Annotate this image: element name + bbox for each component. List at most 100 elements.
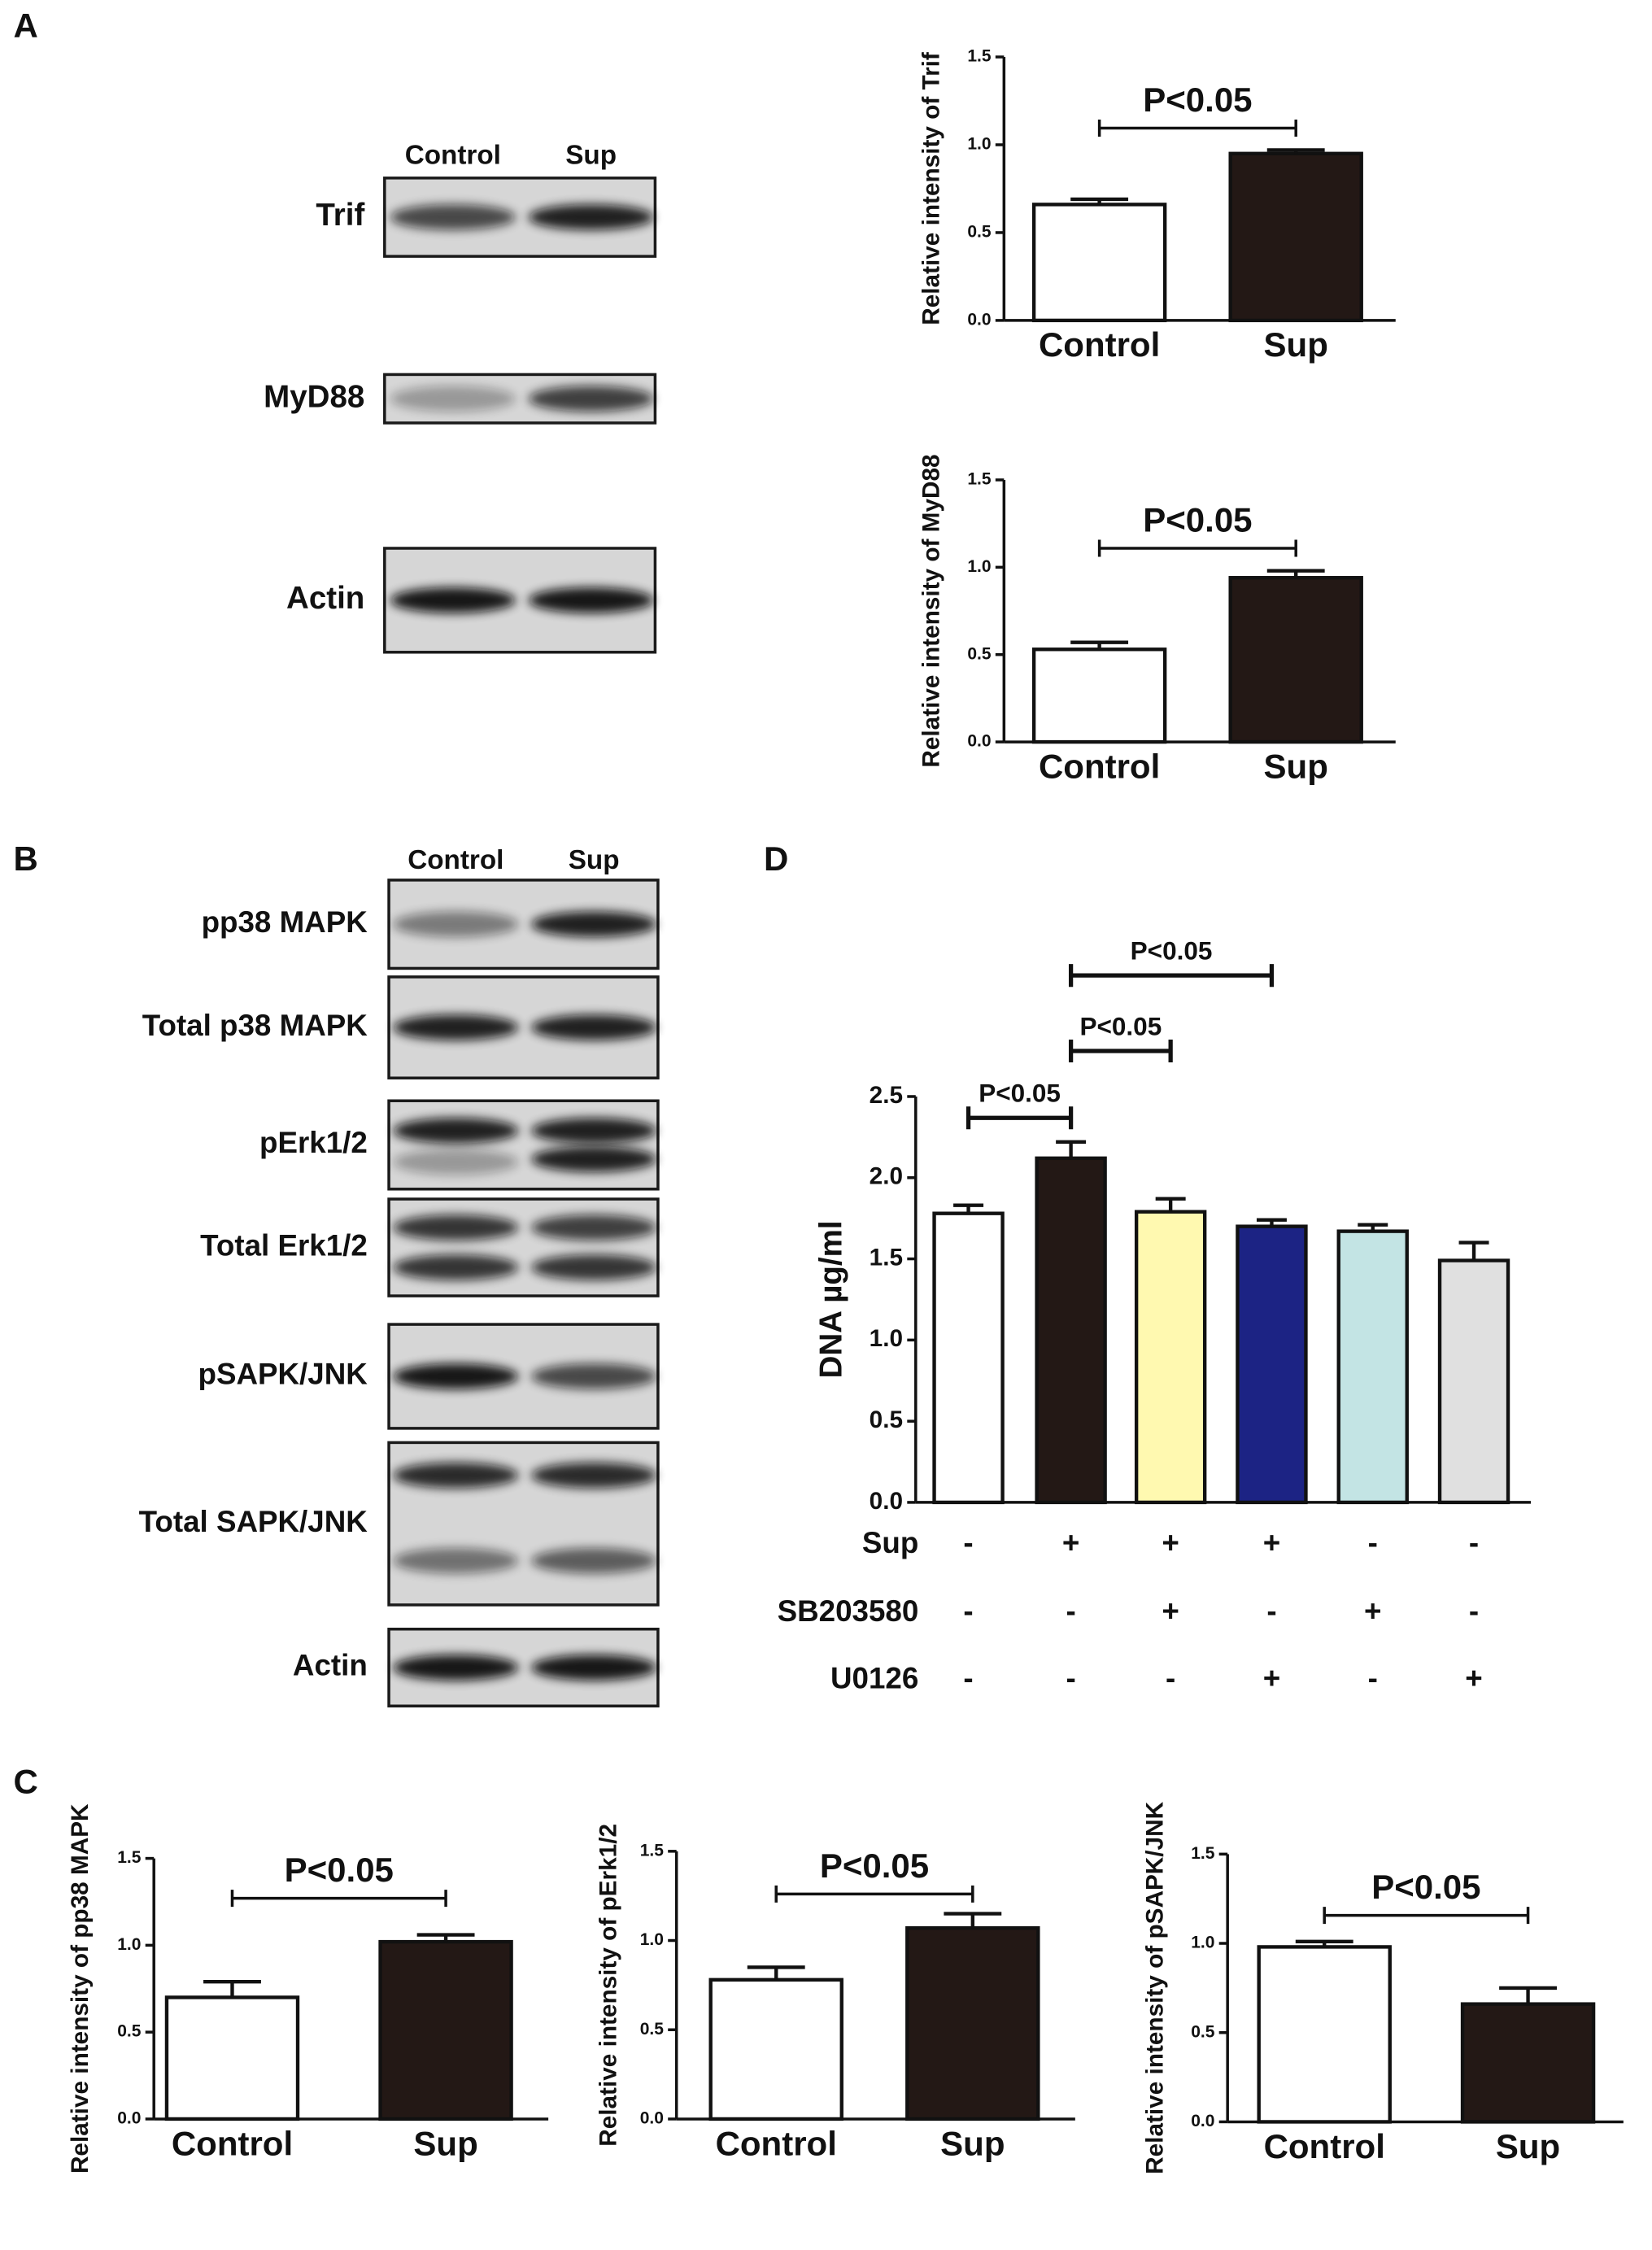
- blot-band: [531, 911, 657, 937]
- blot-band: [393, 1462, 519, 1489]
- bar: [1437, 1258, 1510, 1505]
- x-tick-label: Control: [716, 2124, 837, 2162]
- blot-band: [393, 1547, 519, 1574]
- blot-row: [387, 1197, 660, 1297]
- blot-band: [393, 1655, 519, 1681]
- significance-bracket: [965, 1106, 1074, 1130]
- blot-band: [528, 386, 654, 412]
- p-value: P<0.05: [1371, 1868, 1480, 1906]
- treatment-sign: -: [1266, 1594, 1276, 1628]
- blot-band: [390, 386, 516, 412]
- y-tick-label: 2.0: [870, 1163, 903, 1190]
- y-tick-label: 0.5: [117, 2022, 142, 2041]
- y-axis-label: Relative intensity of Trif: [918, 52, 945, 325]
- blot-band: [393, 1118, 519, 1144]
- x-tick-label: Sup: [940, 2124, 1005, 2162]
- bar: [378, 1939, 513, 2121]
- y-tick-label: 0.0: [117, 2108, 141, 2127]
- treatment-sign: +: [1465, 1661, 1482, 1694]
- lane-label: Sup: [565, 140, 617, 170]
- bar: [1257, 1945, 1392, 2124]
- y-tick-label: 1.0: [870, 1325, 903, 1352]
- y-tick-label: 0.0: [967, 732, 991, 751]
- y-tick-label: 1.0: [117, 1935, 141, 1954]
- y-tick-label: 1.5: [967, 47, 992, 66]
- blot-row: [387, 1099, 660, 1191]
- x-tick-label: Control: [1039, 747, 1160, 785]
- treatment-sign: +: [1162, 1594, 1179, 1628]
- p-value: P<0.05: [820, 1847, 929, 1885]
- blot-band: [393, 1214, 519, 1241]
- significance-bracket: [1097, 120, 1297, 137]
- treatment-name: Sup: [862, 1526, 918, 1559]
- band-label: pErk1/2: [259, 1126, 368, 1159]
- y-tick-label: 1.5: [870, 1244, 903, 1271]
- y-axis-label: Relative intensity of pp38 MAPK: [67, 1803, 94, 2174]
- treatment-sign: -: [1166, 1661, 1175, 1694]
- panel-label: A: [13, 7, 37, 45]
- blot-band: [531, 1146, 657, 1172]
- bar: [1134, 1210, 1207, 1505]
- error-bar: [1266, 569, 1325, 578]
- panel-label: B: [13, 839, 37, 878]
- error-bar: [1070, 640, 1129, 650]
- blot-band: [528, 587, 654, 613]
- panel-label: C: [13, 1763, 37, 1801]
- bar: [1228, 576, 1363, 744]
- y-tick-label: 0.5: [640, 2020, 665, 2039]
- error-bar: [416, 1933, 475, 1943]
- band-label: Actin: [293, 1649, 368, 1682]
- treatment-sign: +: [1263, 1526, 1280, 1559]
- significance-bracket: [1068, 964, 1275, 988]
- treatment-name: SB203580: [778, 1594, 919, 1628]
- error-bar: [1499, 1986, 1557, 2004]
- treatment-sign: -: [1469, 1594, 1479, 1628]
- error-bar: [1295, 1939, 1353, 1947]
- band-label: MyD88: [264, 379, 364, 414]
- y-axis-label: Relative intensity of pErk1/2: [595, 1824, 621, 2147]
- treatment-sign: -: [963, 1594, 973, 1628]
- y-axis-label: DNA µg/ml: [813, 1220, 848, 1378]
- error-bar: [1155, 1197, 1186, 1212]
- lane-label: Control: [405, 140, 501, 170]
- blot-band: [393, 911, 519, 937]
- blot-band: [531, 1214, 657, 1241]
- y-tick-label: 0.0: [1191, 2112, 1214, 2130]
- treatment-sign: -: [1066, 1594, 1075, 1628]
- bar: [164, 1995, 300, 2121]
- blot-band: [528, 204, 654, 230]
- blot-band: [531, 1363, 657, 1389]
- x-tick-label: Sup: [1264, 325, 1328, 364]
- blot-band: [531, 1462, 657, 1489]
- significance-bracket: [1323, 1907, 1530, 1925]
- bar: [708, 1977, 843, 2121]
- lane-label: Sup: [569, 845, 620, 875]
- band-label: Trif: [316, 198, 364, 233]
- treatment-sign: -: [1066, 1661, 1075, 1694]
- y-tick-label: 1.5: [967, 470, 992, 489]
- y-tick-label: 0.5: [1191, 2022, 1215, 2041]
- x-tick-label: Control: [1264, 2127, 1385, 2165]
- y-tick-label: 1.0: [967, 135, 991, 154]
- blot-band: [393, 1254, 519, 1280]
- bar: [1228, 151, 1363, 323]
- blot-band: [531, 1254, 657, 1280]
- significance-bracket: [230, 1890, 447, 1908]
- blot-band: [393, 1149, 519, 1175]
- y-tick-label: 0.0: [870, 1488, 903, 1515]
- p-value: P<0.05: [979, 1079, 1061, 1108]
- treatment-sign: -: [1368, 1661, 1378, 1694]
- bar: [1236, 1224, 1308, 1505]
- blot-band: [531, 1547, 657, 1574]
- treatment-sign: -: [1368, 1526, 1378, 1559]
- bar: [1460, 2002, 1596, 2124]
- y-tick-label: 1.5: [117, 1848, 142, 1867]
- y-axis-label: Relative intensity of MyD88: [918, 454, 945, 767]
- band-label: Total p38 MAPK: [142, 1009, 368, 1042]
- significance-bracket: [1097, 539, 1297, 557]
- bar: [1035, 1156, 1107, 1505]
- y-tick-label: 1.0: [640, 1930, 664, 1949]
- band-label: Actin: [286, 581, 364, 616]
- blot-band: [390, 204, 516, 230]
